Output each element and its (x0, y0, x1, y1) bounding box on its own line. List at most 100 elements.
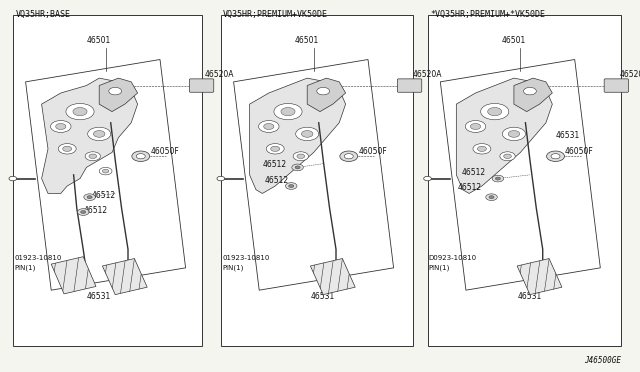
Circle shape (524, 87, 536, 95)
Circle shape (551, 154, 560, 159)
Circle shape (295, 166, 300, 169)
Circle shape (488, 108, 502, 116)
Polygon shape (514, 78, 552, 112)
Circle shape (56, 124, 66, 129)
Circle shape (99, 167, 112, 175)
Circle shape (264, 124, 274, 129)
Text: PIN(1): PIN(1) (429, 265, 450, 271)
FancyBboxPatch shape (189, 79, 214, 92)
Text: 46531: 46531 (556, 131, 580, 140)
Polygon shape (26, 60, 186, 290)
Bar (428, 15, 621, 346)
Polygon shape (250, 78, 346, 193)
Circle shape (73, 108, 87, 116)
Circle shape (281, 108, 295, 116)
Circle shape (547, 151, 564, 161)
Circle shape (93, 131, 105, 137)
Polygon shape (456, 78, 552, 193)
Circle shape (500, 152, 515, 161)
Circle shape (502, 127, 525, 141)
Text: 01923-10810: 01923-10810 (14, 256, 61, 262)
Text: PIN(1): PIN(1) (14, 265, 35, 271)
Circle shape (259, 121, 279, 132)
Text: 46512: 46512 (264, 176, 289, 185)
Text: 46512: 46512 (84, 206, 108, 215)
Text: PIN(1): PIN(1) (222, 265, 243, 271)
Text: 46520A: 46520A (620, 70, 640, 79)
Circle shape (424, 176, 431, 181)
Circle shape (508, 131, 520, 137)
Circle shape (289, 185, 294, 187)
Polygon shape (42, 78, 138, 193)
Text: 46512: 46512 (92, 191, 116, 200)
Circle shape (89, 154, 97, 158)
Text: *VQ35HR;PREMIUM+*VK50DE: *VQ35HR;PREMIUM+*VK50DE (430, 10, 545, 19)
Text: 46512: 46512 (262, 160, 287, 169)
Circle shape (84, 194, 95, 201)
Circle shape (109, 87, 122, 95)
FancyBboxPatch shape (397, 79, 422, 92)
Polygon shape (51, 257, 96, 294)
Circle shape (292, 164, 303, 171)
Circle shape (492, 175, 504, 182)
Circle shape (340, 151, 358, 161)
Circle shape (470, 124, 481, 129)
Text: 01923-10810: 01923-10810 (222, 256, 269, 262)
Circle shape (473, 144, 491, 154)
Text: 46531: 46531 (518, 292, 542, 301)
Polygon shape (440, 60, 600, 290)
Circle shape (51, 121, 71, 132)
Circle shape (217, 176, 225, 181)
Polygon shape (307, 78, 346, 112)
Polygon shape (517, 259, 562, 295)
Circle shape (301, 131, 313, 137)
Circle shape (266, 144, 284, 154)
Circle shape (296, 127, 319, 141)
Text: 46512: 46512 (461, 168, 486, 177)
Circle shape (81, 211, 86, 214)
Circle shape (477, 146, 486, 151)
Circle shape (504, 154, 511, 158)
FancyBboxPatch shape (604, 79, 628, 92)
Text: 46050F: 46050F (358, 147, 387, 156)
Circle shape (271, 146, 280, 151)
Circle shape (58, 144, 76, 154)
Text: 46501: 46501 (502, 36, 526, 45)
Text: 46520A: 46520A (413, 70, 442, 79)
Circle shape (285, 183, 297, 189)
Text: D0923-10810: D0923-10810 (429, 256, 477, 262)
Text: 46531: 46531 (311, 292, 335, 301)
Circle shape (481, 103, 509, 120)
Circle shape (317, 87, 330, 95)
Circle shape (9, 176, 17, 181)
Text: VQ35HR;PREMIUM+VK50DE: VQ35HR;PREMIUM+VK50DE (223, 10, 328, 19)
Circle shape (66, 103, 94, 120)
Circle shape (293, 152, 308, 161)
Text: 46531: 46531 (87, 292, 111, 301)
Circle shape (88, 127, 111, 141)
Circle shape (274, 103, 302, 120)
Circle shape (87, 196, 92, 199)
Circle shape (495, 177, 500, 180)
Circle shape (102, 169, 109, 173)
Text: 46501: 46501 (87, 36, 111, 45)
Circle shape (486, 194, 497, 201)
Text: 46512: 46512 (458, 183, 482, 192)
Circle shape (297, 154, 305, 158)
Circle shape (344, 154, 353, 159)
Text: 46501: 46501 (295, 36, 319, 45)
Text: 46520A: 46520A (205, 70, 234, 79)
Circle shape (85, 152, 100, 161)
Circle shape (63, 146, 72, 151)
Circle shape (136, 154, 145, 159)
Polygon shape (102, 259, 147, 295)
Circle shape (489, 196, 494, 199)
Polygon shape (310, 259, 355, 295)
Polygon shape (99, 78, 138, 112)
Bar (221, 15, 413, 346)
Bar (13, 15, 202, 346)
Circle shape (132, 151, 150, 161)
Text: 46050F: 46050F (565, 147, 594, 156)
Text: VQ35HR;BASE: VQ35HR;BASE (16, 10, 71, 19)
Text: 46050F: 46050F (150, 147, 179, 156)
